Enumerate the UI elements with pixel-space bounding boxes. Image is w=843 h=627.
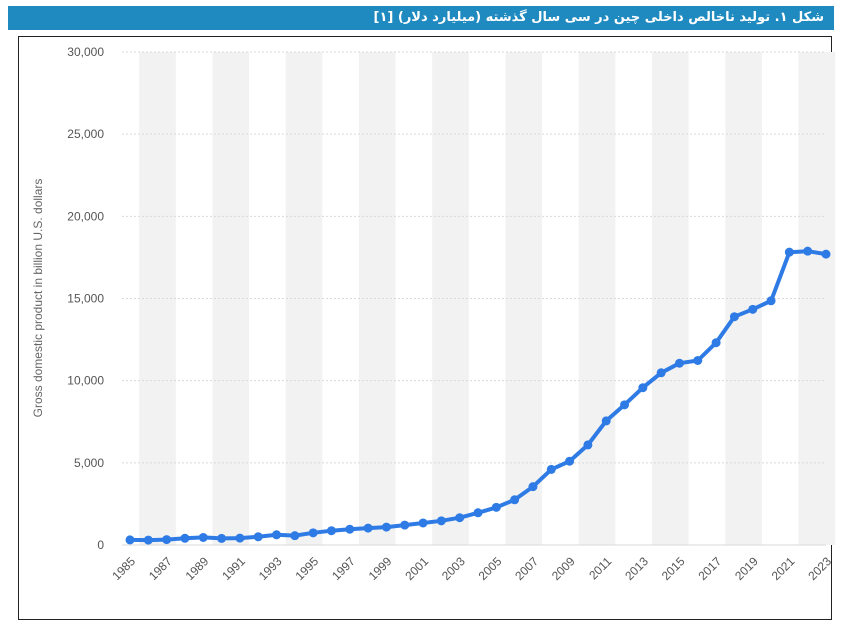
series-gdp: [125, 246, 831, 545]
data-point-2019: [748, 304, 758, 314]
x-tick-label: 2019: [732, 554, 761, 583]
data-point-1991: [235, 533, 245, 543]
data-point-2009: [565, 456, 575, 466]
y-tick-label: 25,000: [67, 127, 104, 141]
data-point-2001: [418, 518, 428, 528]
data-point-2017: [711, 338, 721, 348]
x-tick-label: 2017: [695, 554, 724, 583]
data-point-2004: [473, 508, 483, 518]
x-tick-label: 2007: [512, 554, 541, 583]
data-point-1990: [217, 533, 227, 543]
x-tick-label: 2005: [476, 554, 505, 583]
data-point-1999: [381, 522, 391, 532]
data-point-1986: [143, 535, 153, 545]
data-point-2020: [766, 296, 776, 306]
y-tick-label: 20,000: [67, 209, 104, 223]
y-tick-label: 0: [97, 538, 104, 552]
x-tick-label: 2009: [549, 554, 578, 583]
data-point-2000: [400, 520, 410, 530]
x-tick-label: 2021: [769, 554, 798, 583]
y-axis-ticks: 0 5,000 10,000 15,000 20,000 25,000 30,000: [67, 45, 104, 552]
data-point-2016: [693, 355, 703, 365]
x-tick-label: 1997: [329, 554, 358, 583]
data-point-2007: [528, 482, 538, 492]
y-tick-label: 5,000: [74, 456, 104, 470]
data-point-2023: [821, 249, 831, 259]
data-point-2005: [491, 502, 501, 512]
data-point-2006: [510, 495, 520, 505]
x-tick-label: 1987: [146, 554, 175, 583]
data-point-2018: [729, 312, 739, 322]
data-point-2013: [638, 383, 648, 393]
x-tick-label: 2011: [586, 554, 614, 582]
data-point-1992: [253, 532, 263, 542]
data-point-2010: [583, 440, 593, 450]
gridlines: [122, 51, 826, 546]
band-1998: [358, 52, 396, 545]
y-tick-label: 30,000: [67, 45, 104, 59]
data-point-1993: [272, 530, 282, 540]
x-tick-label: 1993: [256, 554, 285, 583]
data-point-2003: [455, 513, 465, 523]
x-tick-label: 1991: [219, 554, 248, 583]
data-point-2011: [601, 416, 611, 426]
x-tick-label: 2013: [622, 554, 651, 583]
x-tick-label: 2023: [805, 554, 834, 583]
data-point-1987: [162, 535, 172, 545]
band-2010: [578, 52, 616, 545]
y-tick-label: 10,000: [67, 374, 104, 388]
x-tick-label: 1989: [183, 554, 212, 583]
chart-title: شکل ۱. تولید ناخالص داخلی چین در سی سال …: [8, 6, 834, 30]
data-point-2015: [674, 358, 684, 368]
data-point-1997: [345, 524, 355, 534]
y-tick-label: 15,000: [67, 292, 104, 306]
data-point-2012: [620, 400, 630, 410]
band-2022: [798, 52, 836, 545]
data-point-1998: [363, 523, 373, 533]
data-point-1996: [326, 526, 336, 536]
x-tick-label: 2001: [402, 554, 431, 583]
x-axis-ticks: 1985 1987 1989 1991 1993 1995 1997 1999 2001 2003…: [109, 554, 834, 583]
x-tick-label: 1995: [292, 554, 321, 583]
band-1986: [139, 52, 176, 545]
data-point-1988: [180, 533, 190, 543]
x-tick-label: 1985: [109, 554, 138, 583]
x-tick-label: 2003: [439, 554, 468, 583]
y-axis-label: Gross domestic product in billion U.S. d…: [31, 179, 45, 418]
data-point-2002: [436, 516, 446, 526]
data-point-2022: [803, 246, 813, 256]
data-point-2008: [546, 464, 556, 474]
data-point-1989: [198, 532, 208, 542]
data-point-2021: [784, 247, 794, 257]
data-point-1985: [125, 535, 135, 545]
x-tick-label: 1999: [366, 554, 395, 583]
data-point-1994: [290, 531, 300, 541]
x-tick-label: 2015: [659, 554, 688, 583]
data-point-1995: [308, 528, 318, 538]
data-point-2014: [656, 368, 666, 378]
